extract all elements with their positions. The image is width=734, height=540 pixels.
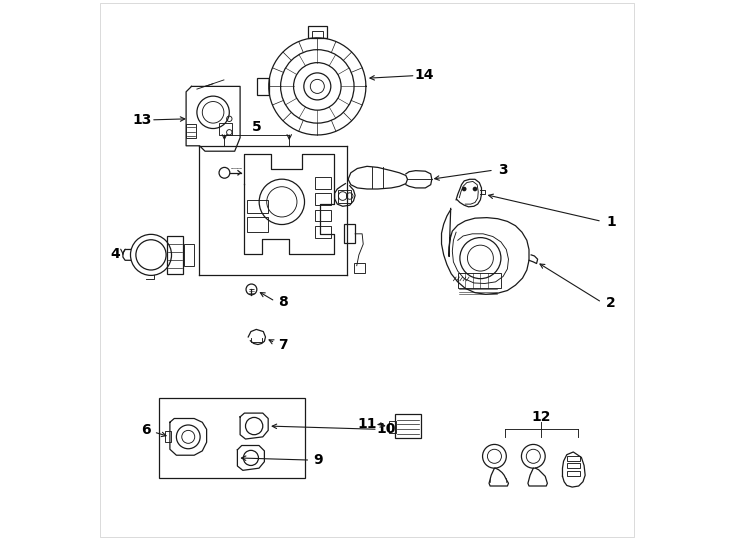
Text: 13: 13 xyxy=(132,113,151,127)
Text: 10: 10 xyxy=(377,422,396,436)
Text: 6: 6 xyxy=(141,423,150,437)
Bar xyxy=(567,463,581,468)
Bar xyxy=(567,456,581,461)
Bar xyxy=(338,190,351,203)
Bar xyxy=(315,177,331,189)
Bar xyxy=(167,236,184,274)
Bar xyxy=(247,217,268,232)
Text: 7: 7 xyxy=(278,338,288,352)
Bar xyxy=(315,210,331,221)
Text: 1: 1 xyxy=(607,215,617,230)
Bar xyxy=(219,123,232,135)
Bar xyxy=(567,471,581,476)
Text: 8: 8 xyxy=(278,295,288,309)
Text: 12: 12 xyxy=(531,410,550,424)
Bar xyxy=(354,263,366,273)
Bar xyxy=(164,431,171,442)
Text: 11: 11 xyxy=(357,417,377,431)
Text: 5: 5 xyxy=(252,120,262,134)
Bar xyxy=(308,26,327,38)
Bar xyxy=(312,31,323,38)
Circle shape xyxy=(462,187,466,191)
Bar xyxy=(184,244,195,266)
Text: 9: 9 xyxy=(313,453,323,467)
Bar xyxy=(247,200,268,213)
Bar xyxy=(315,193,331,205)
Bar xyxy=(257,78,269,94)
Bar xyxy=(315,226,331,238)
Text: 3: 3 xyxy=(498,163,508,177)
Circle shape xyxy=(473,187,476,191)
Text: 4: 4 xyxy=(110,247,120,261)
Bar xyxy=(395,414,421,438)
Bar xyxy=(159,398,305,478)
Text: 2: 2 xyxy=(606,296,616,310)
Text: 14: 14 xyxy=(414,68,434,82)
Bar xyxy=(388,421,396,433)
Bar xyxy=(344,224,355,243)
Bar xyxy=(458,273,501,288)
Bar xyxy=(186,124,196,138)
